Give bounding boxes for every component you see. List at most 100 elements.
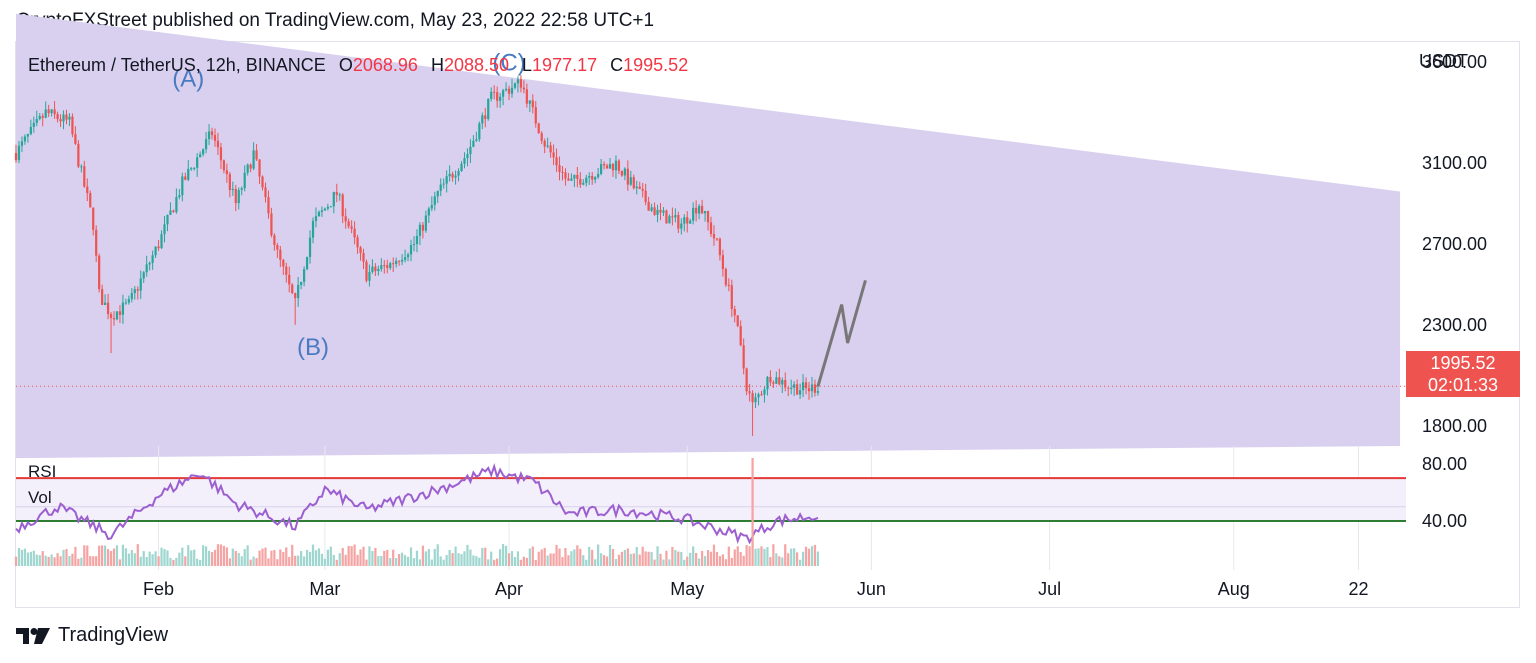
volume-bar: [14, 556, 18, 566]
candle: [632, 174, 635, 190]
candle: [17, 140, 21, 164]
candle: [475, 131, 478, 142]
volume-bar: [718, 556, 722, 566]
candle: [775, 371, 778, 385]
volume-bar: [350, 546, 353, 566]
volume-bar: [386, 549, 389, 566]
candles-layer: [14, 74, 820, 436]
candle: [329, 205, 332, 208]
volume-bar: [347, 545, 350, 566]
candle: [558, 156, 561, 181]
volume-bar: [415, 550, 419, 566]
volume-bar: [564, 548, 567, 566]
volume-bar: [493, 559, 496, 566]
volume-bar: [237, 553, 240, 566]
candle-body: [136, 289, 139, 291]
volume-bar: [41, 551, 44, 566]
candle: [656, 204, 659, 223]
volume-bar: [650, 552, 653, 566]
candle-body: [50, 109, 53, 114]
candle-body: [383, 265, 386, 267]
volume-bar: [172, 559, 175, 566]
candle: [204, 132, 208, 154]
volume-bar: [74, 546, 77, 566]
candle: [484, 107, 487, 128]
volume-bar: [92, 556, 95, 566]
volume-bar: [406, 556, 410, 566]
volume-bar: [504, 545, 508, 566]
candle: [142, 271, 145, 284]
candle: [332, 191, 335, 214]
candle-body: [712, 233, 716, 239]
candle-body: [172, 210, 175, 213]
candle: [522, 80, 525, 94]
candle-body: [546, 145, 549, 147]
volume-bar: [597, 544, 600, 566]
candle: [320, 206, 324, 217]
candle-body: [213, 135, 217, 141]
candle-body: [721, 255, 724, 270]
candle: [41, 113, 44, 127]
volume-bar: [507, 553, 511, 566]
candle: [59, 114, 62, 127]
candle: [273, 233, 276, 251]
tradingview-footer[interactable]: TradingView: [16, 624, 168, 647]
candle-body: [264, 187, 267, 198]
candle-body: [724, 269, 727, 285]
candle: [288, 266, 291, 293]
candle: [101, 284, 104, 305]
candle: [763, 386, 766, 403]
time-tick-label: Feb: [143, 579, 174, 599]
rsi-label[interactable]: RSI: [28, 462, 57, 481]
candle-body: [14, 153, 18, 161]
volume-bar: [487, 559, 490, 566]
candle-body: [234, 188, 237, 204]
volume-bar: [124, 548, 128, 566]
volume-bar: [552, 553, 555, 566]
candle: [127, 295, 130, 305]
candle-body: [341, 194, 344, 217]
volume-bar: [745, 545, 748, 566]
candle-body: [496, 92, 499, 101]
candle-body: [599, 164, 603, 174]
candle: [409, 239, 413, 262]
candle: [38, 112, 41, 121]
candle-body: [451, 173, 454, 178]
volume-label[interactable]: Vol: [28, 488, 52, 507]
time-tick-label: 22: [1348, 579, 1368, 599]
volume-bar: [686, 556, 689, 566]
symbol-ohlc-legend[interactable]: Ethereum / TetherUS, 12h, BINANCE O2068.…: [28, 55, 688, 76]
candle-body: [460, 163, 463, 172]
candle: [160, 230, 163, 249]
candle: [733, 305, 736, 323]
volume-bar: [540, 549, 543, 566]
volume-bar: [20, 549, 24, 566]
volume-bar: [89, 556, 92, 566]
candle-body: [109, 314, 113, 319]
volume-bar: [101, 545, 104, 566]
volume-bar: [457, 553, 460, 566]
candle-body: [409, 245, 413, 255]
candle: [29, 119, 32, 136]
wave-labels-layer: (A) (B) (C): [172, 49, 525, 361]
candle: [564, 168, 567, 186]
candle: [317, 210, 321, 217]
candle-body: [112, 318, 116, 320]
candle-body: [534, 107, 537, 124]
volume-bar: [617, 554, 621, 566]
price-axis-unit[interactable]: USDT: [1419, 51, 1468, 71]
candle: [47, 104, 50, 117]
candle-body: [778, 377, 781, 385]
volume-bar: [362, 546, 365, 566]
candle-body: [605, 165, 609, 169]
volume-bar: [368, 546, 371, 566]
candle: [20, 136, 24, 153]
candle-body: [210, 131, 214, 136]
current-price-tag: 1995.52 02:01:33: [1406, 351, 1520, 397]
volume-bar: [35, 554, 38, 566]
candle: [801, 374, 805, 398]
high-value: 2088.50: [443, 55, 510, 75]
candle: [71, 113, 74, 138]
candle: [665, 209, 668, 224]
